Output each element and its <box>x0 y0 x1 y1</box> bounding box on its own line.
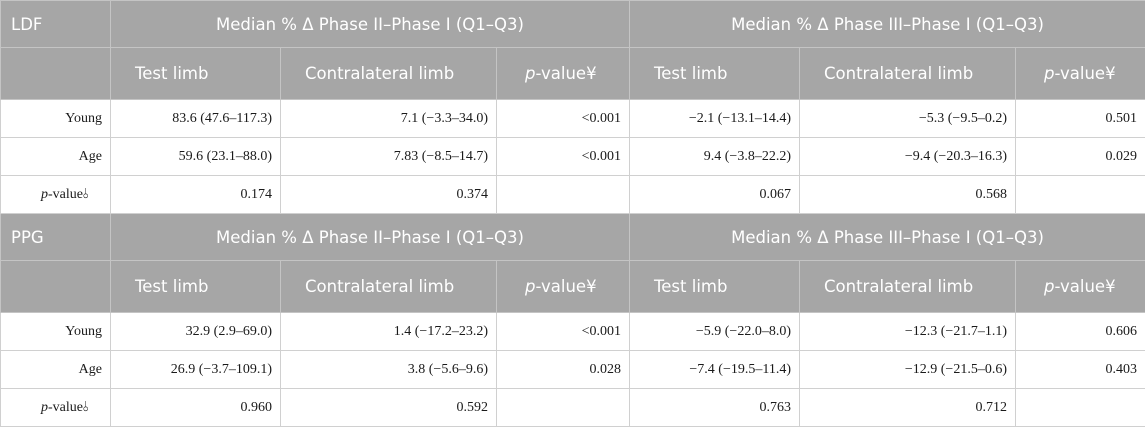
col-header-contralateral-limb: Contralateral limb <box>800 261 1016 313</box>
cell-value: 1.4 (−17.2–23.2) <box>281 313 497 351</box>
col-header-contralateral-limb: Contralateral limb <box>281 261 497 313</box>
col-header-p-value: p-value¥ <box>497 48 630 100</box>
row-label-young: Young <box>1 313 111 351</box>
cell-value: −12.3 (−21.7–1.1) <box>800 313 1016 351</box>
col-header-test-limb: Test limb <box>630 48 800 100</box>
cell-value: −12.9 (−21.5–0.6) <box>800 351 1016 389</box>
cell-p-value: 0.568 <box>800 176 1016 214</box>
cell-value: −5.9 (−22.0–8.0) <box>630 313 800 351</box>
col-header-test-limb: Test limb <box>111 261 281 313</box>
cell-p-value: <0.001 <box>497 100 630 138</box>
cell-p-value: 0.028 <box>497 351 630 389</box>
cell-p-value: 0.067 <box>630 176 800 214</box>
cell-value: 26.9 (−3.7–109.1) <box>111 351 281 389</box>
table-row: Age 59.6 (23.1–88.0) 7.83 (−8.5–14.7) <0… <box>1 138 1145 176</box>
cell-value: 3.8 (−5.6–9.6) <box>281 351 497 389</box>
table-row: Young 83.6 (47.6–117.3) 7.1 (−3.3–34.0) … <box>1 100 1145 138</box>
table-row: Age 26.9 (−3.7–109.1) 3.8 (−5.6–9.6) 0.0… <box>1 351 1145 389</box>
row-label-p-value: p-value⫰ <box>1 389 111 427</box>
cell-p-value: 0.592 <box>281 389 497 427</box>
cell-p-value: 0.501 <box>1016 100 1145 138</box>
cell-value: 9.4 (−3.8–22.2) <box>630 138 800 176</box>
ldf-group-header-row: LDF Median % Δ Phase II–Phase I (Q1–Q3) … <box>1 1 1145 48</box>
p-value-row: p-value⫰ 0.960 0.592 0.763 0.712 <box>1 389 1145 427</box>
col-header-p-value: p-value¥ <box>497 261 630 313</box>
empty-cell <box>1016 176 1145 214</box>
cell-value: −7.4 (−19.5–11.4) <box>630 351 800 389</box>
col-header-contralateral-limb: Contralateral limb <box>281 48 497 100</box>
cell-value: 7.1 (−3.3–34.0) <box>281 100 497 138</box>
section-label-ppg: PPG <box>1 214 111 261</box>
cell-p-value: <0.001 <box>497 138 630 176</box>
ppg-group-header-row: PPG Median % Δ Phase II–Phase I (Q1–Q3) … <box>1 214 1145 261</box>
empty-cell <box>1016 389 1145 427</box>
group-header-phase3: Median % Δ Phase III–Phase I (Q1–Q3) <box>630 214 1145 261</box>
cell-p-value: 0.763 <box>630 389 800 427</box>
row-label-age: Age <box>1 138 111 176</box>
cell-value: −5.3 (−9.5–0.2) <box>800 100 1016 138</box>
col-header-p-value: p-value¥ <box>1016 48 1145 100</box>
cell-p-value: 0.712 <box>800 389 1016 427</box>
row-label-p-value: p-value⫰ <box>1 176 111 214</box>
ldf-column-header-row: Test limb Contralateral limb p-value¥ Te… <box>1 48 1145 100</box>
section-label-ldf: LDF <box>1 1 111 48</box>
empty-cell <box>497 389 630 427</box>
table-row: Young 32.9 (2.9–69.0) 1.4 (−17.2–23.2) <… <box>1 313 1145 351</box>
cell-value: 32.9 (2.9–69.0) <box>111 313 281 351</box>
col-header-contralateral-limb: Contralateral limb <box>800 48 1016 100</box>
col-header-test-limb: Test limb <box>630 261 800 313</box>
row-label-young: Young <box>1 100 111 138</box>
cell-p-value: 0.960 <box>111 389 281 427</box>
col-header-p-value: p-value¥ <box>1016 261 1145 313</box>
cell-value: −9.4 (−20.3–16.3) <box>800 138 1016 176</box>
cell-value: 83.6 (47.6–117.3) <box>111 100 281 138</box>
cell-p-value: <0.001 <box>497 313 630 351</box>
cell-p-value: 0.374 <box>281 176 497 214</box>
group-header-phase2: Median % Δ Phase II–Phase I (Q1–Q3) <box>111 1 630 48</box>
p-value-row: p-value⫰ 0.174 0.374 0.067 0.568 <box>1 176 1145 214</box>
cell-p-value: 0.174 <box>111 176 281 214</box>
row-label-age: Age <box>1 351 111 389</box>
ppg-column-header-row: Test limb Contralateral limb p-value¥ Te… <box>1 261 1145 313</box>
col-header-test-limb: Test limb <box>111 48 281 100</box>
group-header-phase2: Median % Δ Phase II–Phase I (Q1–Q3) <box>111 214 630 261</box>
empty-cell <box>497 176 630 214</box>
cell-p-value: 0.029 <box>1016 138 1145 176</box>
cell-p-value: 0.403 <box>1016 351 1145 389</box>
cell-value: 7.83 (−8.5–14.7) <box>281 138 497 176</box>
group-header-phase3: Median % Δ Phase III–Phase I (Q1–Q3) <box>630 1 1145 48</box>
cell-value: 59.6 (23.1–88.0) <box>111 138 281 176</box>
cell-p-value: 0.606 <box>1016 313 1145 351</box>
cell-value: −2.1 (−13.1–14.4) <box>630 100 800 138</box>
empty-header-cell <box>1 261 111 313</box>
empty-header-cell <box>1 48 111 100</box>
